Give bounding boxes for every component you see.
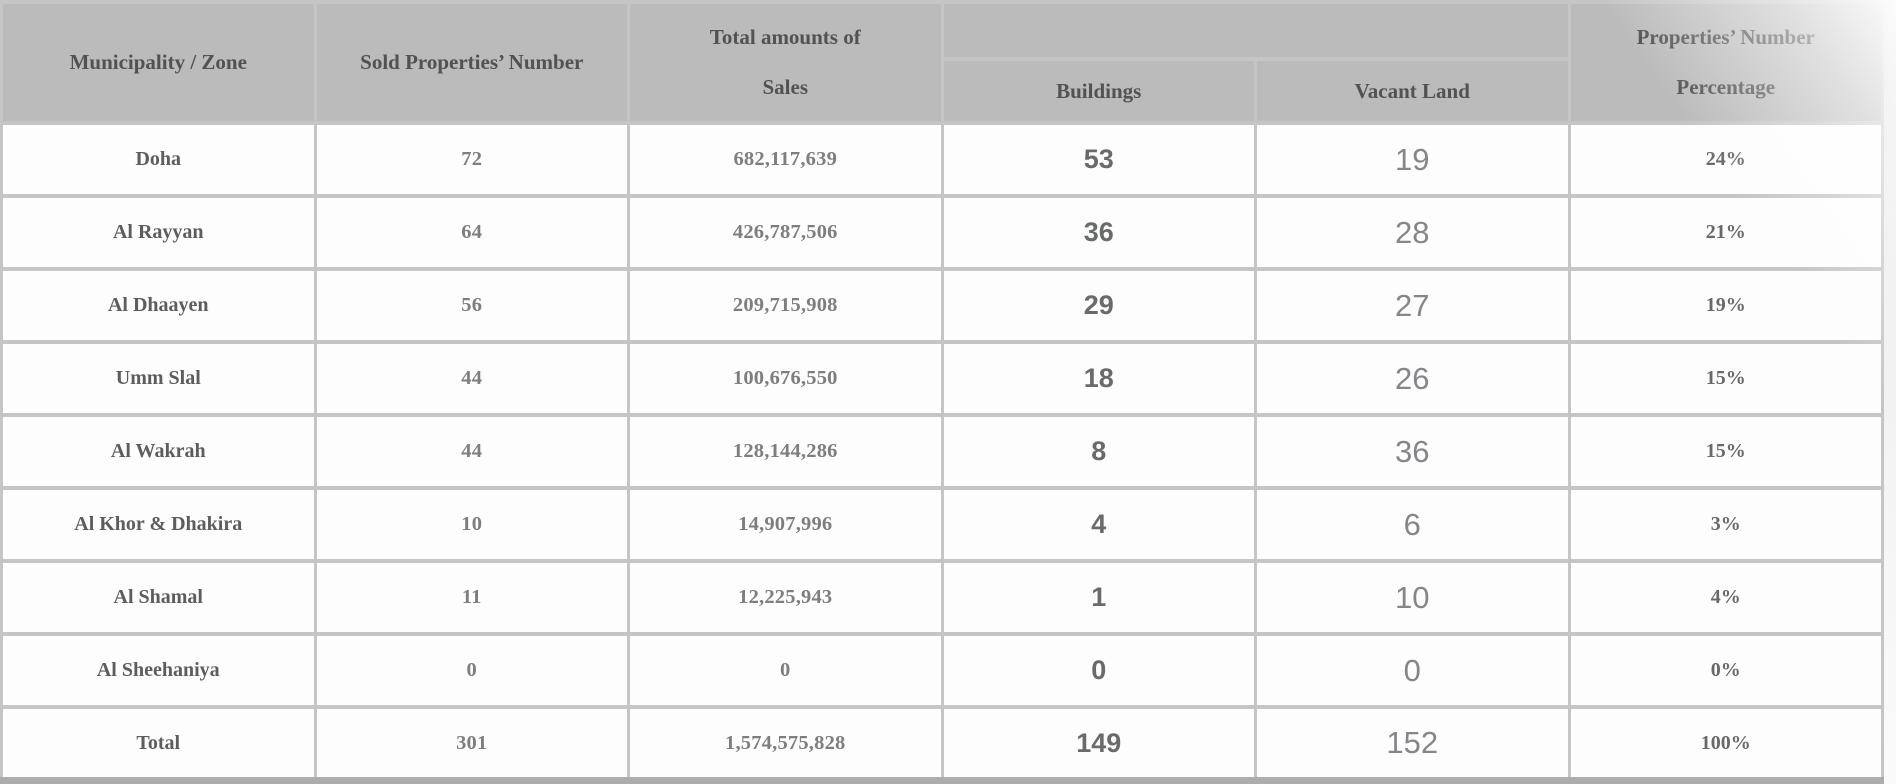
percentage-cell: 15% <box>1567 340 1884 418</box>
sold-number-cell: 0 <box>313 632 630 710</box>
sales-amount-cell: 14,907,996 <box>627 486 944 564</box>
buildings-cell: 8 <box>940 413 1257 491</box>
vacant-land-cell: 19 <box>1254 120 1571 199</box>
table-row-al-rayyan: Al Rayyan 64 426,787,506 36 28 21% <box>0 194 1884 272</box>
municipality-cell: Al Wakrah <box>0 413 317 491</box>
municipality-cell: Al Shamal <box>0 559 317 637</box>
buildings-cell: 36 <box>940 194 1257 272</box>
total-sales-amount-cell: 1,574,575,828 <box>627 705 944 783</box>
sales-amount-cell: 209,715,908 <box>627 267 944 345</box>
percentage-cell: 3% <box>1567 486 1884 564</box>
buildings-cell: 18 <box>940 340 1257 418</box>
municipality-cell: Al Rayyan <box>0 194 317 272</box>
percentage-cell: 21% <box>1567 194 1884 272</box>
total-vacant-land-cell: 152 <box>1254 705 1571 783</box>
table-body: Doha 72 682,117,639 53 19 24% Al Rayyan … <box>0 120 1884 783</box>
header-sub-row: Buildings Vacant Land <box>2 57 1883 125</box>
vacant-land-cell: 10 <box>1254 559 1571 637</box>
table-row-al-sheehaniya: Al Sheehaniya 0 0 0 0 0% <box>0 632 1884 710</box>
vacant-land-cell: 6 <box>1254 486 1571 564</box>
table-row-al-wakrah: Al Wakrah 44 128,144,286 8 36 15% <box>0 413 1884 491</box>
header-properties-number-percentage: Properties’ Number Percentage <box>1567 0 1884 125</box>
vacant-land-cell: 0 <box>1254 632 1571 710</box>
municipality-cell: Umm Slal <box>0 340 317 418</box>
sales-amount-cell: 12,225,943 <box>627 559 944 637</box>
percentage-cell: 0% <box>1567 632 1884 710</box>
header-municipality-zone: Municipality / Zone <box>0 0 317 125</box>
buildings-cell: 53 <box>940 120 1257 199</box>
municipality-cell: Al Khor & Dhakira <box>0 486 317 564</box>
municipality-cell: Doha <box>0 120 317 199</box>
sales-amount-cell: 0 <box>627 632 944 710</box>
sold-number-cell: 64 <box>313 194 630 272</box>
table-row-al-khor-dhakira: Al Khor & Dhakira 10 14,907,996 4 6 3% <box>0 486 1884 564</box>
header-buildings: Buildings <box>940 57 1257 125</box>
percentage-cell: 15% <box>1567 413 1884 491</box>
page-right-edge <box>1884 0 1896 784</box>
table-header: Municipality / Zone Sold Properties’ Num… <box>0 0 1884 125</box>
table-row-al-dhaayen: Al Dhaayen 56 209,715,908 29 27 19% <box>0 267 1884 345</box>
header-property-type-group <box>940 0 1571 61</box>
table-row-umm-slal: Umm Slal 44 100,676,550 18 26 15% <box>0 340 1884 418</box>
vacant-land-cell: 26 <box>1254 340 1571 418</box>
table-row-al-shamal: Al Shamal 11 12,225,943 1 10 4% <box>0 559 1884 637</box>
total-sold-number-cell: 301 <box>313 705 630 783</box>
sales-amount-cell: 128,144,286 <box>627 413 944 491</box>
buildings-cell: 4 <box>940 486 1257 564</box>
buildings-cell: 1 <box>940 559 1257 637</box>
header-vacant-land: Vacant Land <box>1254 57 1571 125</box>
header-total-amounts-of-sales: Total amounts of Sales <box>627 0 944 125</box>
sold-number-cell: 44 <box>313 340 630 418</box>
municipality-cell: Al Dhaayen <box>0 267 317 345</box>
sold-number-cell: 10 <box>313 486 630 564</box>
header-properties-number-percentage-label: Properties’ Number Percentage <box>1636 25 1815 99</box>
header-sold-properties-number: Sold Properties’ Number <box>313 0 630 125</box>
buildings-cell: 29 <box>940 267 1257 345</box>
sold-number-cell: 11 <box>313 559 630 637</box>
total-label-cell: Total <box>0 705 317 783</box>
percentage-cell: 4% <box>1567 559 1884 637</box>
sales-amount-cell: 100,676,550 <box>627 340 944 418</box>
buildings-cell: 0 <box>940 632 1257 710</box>
table-row-doha: Doha 72 682,117,639 53 19 24% <box>0 120 1884 199</box>
header-group-row: Municipality / Zone Sold Properties’ Num… <box>0 0 1884 125</box>
sold-number-cell: 44 <box>313 413 630 491</box>
sales-amount-cell: 426,787,506 <box>627 194 944 272</box>
percentage-cell: 19% <box>1567 267 1884 345</box>
sold-number-cell: 56 <box>313 267 630 345</box>
vacant-land-cell: 27 <box>1254 267 1571 345</box>
total-percentage-cell: 100% <box>1567 705 1884 783</box>
total-buildings-cell: 149 <box>940 705 1257 783</box>
table-row-total: Total 301 1,574,575,828 149 152 100% <box>0 705 1884 783</box>
municipality-cell: Al Sheehaniya <box>0 632 317 710</box>
vacant-land-cell: 36 <box>1254 413 1571 491</box>
header-total-amounts-of-sales-label: Total amounts of Sales <box>709 25 861 99</box>
sales-amount-cell: 682,117,639 <box>627 120 944 199</box>
sold-number-cell: 72 <box>313 120 630 199</box>
percentage-cell: 24% <box>1567 120 1884 199</box>
vacant-land-cell: 28 <box>1254 194 1571 272</box>
